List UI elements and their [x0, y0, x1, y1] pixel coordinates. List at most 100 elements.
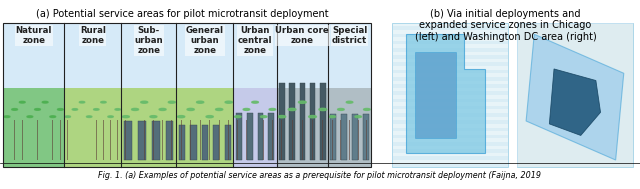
Bar — [392, 84, 508, 88]
Bar — [257, 113, 264, 160]
Text: General
urban
zone: General urban zone — [186, 26, 224, 55]
Circle shape — [187, 108, 195, 111]
Circle shape — [243, 108, 250, 110]
Bar — [60, 120, 61, 160]
Bar — [392, 113, 508, 117]
Circle shape — [252, 101, 259, 103]
Bar — [392, 99, 508, 102]
Circle shape — [308, 115, 316, 118]
Text: Rural
zone: Rural zone — [80, 26, 106, 45]
Circle shape — [355, 116, 362, 118]
Bar — [202, 125, 208, 160]
Circle shape — [269, 108, 276, 110]
Bar — [340, 120, 341, 160]
Bar — [3, 23, 371, 167]
Bar — [517, 23, 633, 167]
Bar — [144, 120, 145, 160]
Polygon shape — [549, 69, 600, 136]
Bar — [279, 83, 285, 160]
Bar — [138, 122, 146, 160]
Circle shape — [338, 108, 344, 110]
Bar — [392, 33, 508, 37]
Bar — [392, 164, 508, 167]
Bar — [328, 88, 371, 167]
Bar — [320, 83, 326, 160]
Circle shape — [93, 109, 99, 110]
Bar — [3, 23, 371, 167]
Circle shape — [206, 116, 213, 118]
Bar — [219, 120, 220, 160]
Bar — [121, 23, 177, 102]
Text: Sub-
urban
zone: Sub- urban zone — [134, 26, 163, 55]
Circle shape — [132, 108, 138, 110]
Bar — [276, 23, 328, 102]
Circle shape — [65, 116, 70, 117]
Circle shape — [288, 108, 296, 111]
Circle shape — [100, 101, 106, 103]
Circle shape — [50, 116, 56, 118]
Bar — [392, 41, 508, 44]
Bar — [213, 125, 220, 160]
Bar — [312, 120, 313, 160]
Bar — [310, 83, 316, 160]
Circle shape — [141, 101, 148, 103]
Bar — [64, 88, 121, 167]
Bar — [349, 120, 350, 160]
Bar — [3, 23, 64, 102]
Bar — [330, 114, 336, 160]
Bar — [234, 23, 276, 102]
Bar — [246, 113, 253, 160]
Text: Urban
central
zone: Urban central zone — [238, 26, 273, 55]
Bar — [225, 125, 231, 160]
Bar — [117, 120, 118, 160]
Circle shape — [216, 108, 223, 111]
Bar — [289, 83, 295, 160]
Circle shape — [72, 109, 77, 110]
Text: Natural
zone: Natural zone — [15, 26, 52, 45]
Bar — [246, 120, 247, 160]
Bar — [234, 88, 276, 167]
Bar — [14, 120, 15, 160]
Bar — [134, 120, 136, 160]
Circle shape — [225, 101, 232, 103]
Text: Urban core
zone: Urban core zone — [275, 26, 329, 45]
Bar — [392, 106, 508, 109]
Circle shape — [196, 101, 204, 103]
Bar — [103, 120, 104, 160]
Bar — [352, 114, 358, 160]
Bar — [268, 113, 275, 160]
Bar — [237, 120, 238, 160]
Bar — [162, 120, 163, 160]
Bar — [82, 120, 83, 160]
Text: Special
district: Special district — [332, 26, 367, 45]
Bar — [263, 120, 264, 160]
Bar — [392, 135, 508, 138]
Bar — [110, 120, 111, 160]
Circle shape — [278, 115, 285, 118]
Bar — [341, 114, 347, 160]
Circle shape — [260, 116, 267, 118]
Bar — [332, 120, 333, 160]
Circle shape — [27, 116, 33, 118]
Bar — [392, 149, 508, 153]
Circle shape — [42, 101, 48, 103]
Circle shape — [364, 108, 370, 110]
Bar — [177, 88, 234, 167]
Bar — [517, 23, 633, 167]
Text: (a) Potential service areas for pilot microtransit deployment: (a) Potential service areas for pilot mi… — [36, 9, 329, 19]
Bar — [29, 120, 30, 160]
Bar — [166, 122, 173, 160]
Bar — [392, 91, 508, 95]
Bar — [190, 125, 196, 160]
Bar — [328, 23, 371, 102]
Circle shape — [108, 116, 113, 117]
Circle shape — [12, 108, 17, 110]
Circle shape — [150, 116, 157, 118]
Bar — [392, 26, 508, 30]
Circle shape — [79, 101, 84, 103]
Circle shape — [19, 101, 25, 103]
Bar — [75, 120, 76, 160]
Text: (b) Via initial deployments and
expanded service zones in Chicago
(left) and Was: (b) Via initial deployments and expanded… — [415, 9, 596, 42]
Bar — [228, 120, 229, 160]
Bar — [177, 23, 234, 102]
